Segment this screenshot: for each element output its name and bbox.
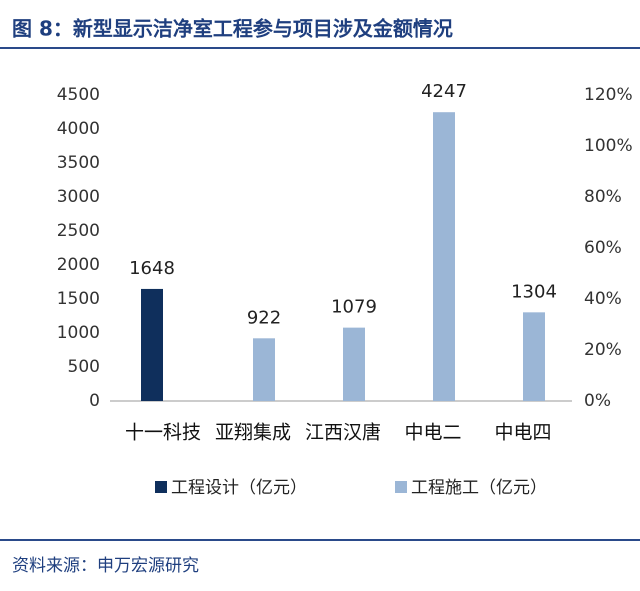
y-tick-label: 2500 — [57, 221, 100, 241]
x-tick-label: 江西汉唐 — [305, 422, 381, 444]
y-tick-label: 3500 — [57, 153, 100, 173]
value-label: 1648 — [129, 258, 175, 279]
y2-tick-label: 60% — [584, 238, 622, 258]
value-label: 4247 — [421, 81, 467, 102]
y2-tick-label: 40% — [584, 289, 622, 309]
y2-tick-label: 100% — [584, 136, 633, 156]
y-tick-label: 1500 — [57, 289, 100, 309]
y-tick-label: 0 — [89, 391, 100, 411]
bar — [141, 288, 163, 401]
y-tick-label: 4000 — [57, 119, 100, 139]
y-tick-label: 3000 — [57, 187, 100, 207]
y-tick-label: 4500 — [57, 85, 100, 105]
x-tick-label: 中电二 — [404, 422, 461, 444]
x-tick-label: 中电四 — [494, 422, 551, 444]
bar — [343, 327, 365, 401]
chart-title: 图 8：新型显示洁净室工程参与项目涉及金额情况 — [12, 17, 453, 41]
x-tick-label: 亚翔集成 — [215, 422, 291, 444]
legend-label: 工程施工（亿元） — [411, 478, 547, 498]
y2-tick-label: 120% — [584, 85, 633, 105]
y2-tick-label: 80% — [584, 187, 622, 207]
bar — [253, 338, 275, 401]
value-label: 922 — [247, 307, 281, 328]
bar — [523, 312, 545, 401]
x-tick-label: 十一科技 — [125, 422, 201, 444]
y-tick-label: 2000 — [57, 255, 100, 275]
y2-tick-label: 0% — [584, 391, 611, 411]
legend-swatch — [155, 481, 167, 493]
legend-swatch — [395, 481, 407, 493]
y-tick-label: 500 — [68, 357, 100, 377]
value-label: 1079 — [331, 297, 377, 318]
y2-tick-label: 20% — [584, 340, 622, 360]
y-tick-label: 1000 — [57, 323, 100, 343]
bar — [433, 112, 455, 401]
source: 资料来源：申万宏源研究 — [12, 556, 199, 576]
value-label: 1304 — [511, 281, 557, 302]
legend-label: 工程设计（亿元） — [171, 478, 307, 498]
